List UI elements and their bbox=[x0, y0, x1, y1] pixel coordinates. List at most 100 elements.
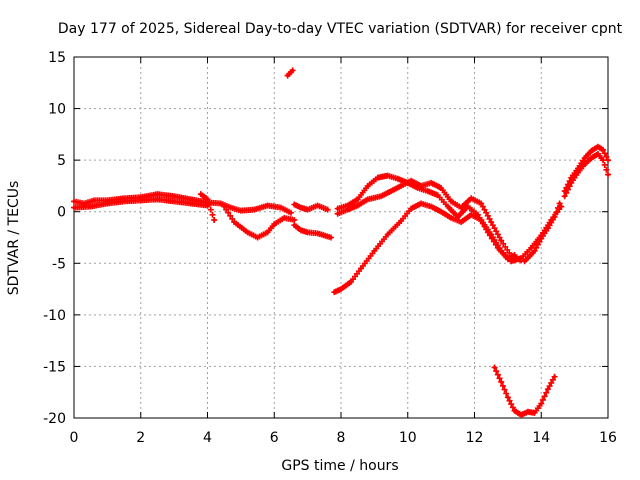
data-point bbox=[292, 218, 296, 222]
data-point bbox=[532, 249, 537, 253]
data-point bbox=[299, 205, 303, 210]
data-point bbox=[469, 196, 473, 200]
data-point bbox=[252, 208, 256, 212]
data-point bbox=[265, 203, 270, 208]
data-point bbox=[366, 197, 370, 201]
data-point bbox=[139, 198, 143, 202]
data-point bbox=[92, 198, 96, 202]
grid-lines bbox=[74, 57, 608, 418]
x-tick-label-7: 14 bbox=[532, 430, 550, 446]
y-tick-label-3: -5 bbox=[52, 256, 66, 272]
data-point bbox=[506, 395, 510, 399]
data-point bbox=[336, 207, 340, 211]
data-point bbox=[346, 208, 350, 212]
data-point bbox=[419, 184, 423, 188]
data-point bbox=[546, 387, 550, 391]
data-point bbox=[205, 197, 210, 201]
series-trace-j bbox=[331, 200, 565, 296]
x-axis-label: GPS time / hours bbox=[281, 458, 398, 474]
data-point bbox=[346, 203, 350, 208]
data-point bbox=[356, 203, 360, 208]
data-point bbox=[459, 205, 463, 210]
data-point bbox=[386, 232, 390, 237]
data-point bbox=[489, 220, 493, 224]
data-point bbox=[558, 201, 562, 206]
y-tick-label-6: 10 bbox=[48, 102, 66, 118]
data-point bbox=[172, 199, 176, 203]
data-point bbox=[189, 197, 193, 201]
data-point bbox=[105, 201, 109, 206]
series-markers-11 bbox=[491, 364, 558, 418]
data-point bbox=[446, 204, 450, 209]
data-point bbox=[292, 223, 296, 227]
data-point bbox=[569, 181, 573, 185]
data-point bbox=[532, 411, 537, 415]
data-point bbox=[519, 413, 523, 417]
data-point bbox=[426, 189, 430, 193]
data-point bbox=[439, 186, 443, 190]
data-point bbox=[583, 156, 587, 160]
data-point bbox=[155, 197, 160, 201]
data-point bbox=[366, 184, 370, 188]
data-point bbox=[399, 219, 403, 223]
data-point bbox=[596, 145, 600, 149]
data-series bbox=[71, 67, 611, 418]
data-point bbox=[583, 162, 587, 166]
y-tick-label-1: -15 bbox=[43, 359, 66, 375]
data-point bbox=[329, 235, 333, 240]
data-point bbox=[279, 205, 283, 210]
data-point bbox=[222, 204, 226, 209]
data-point bbox=[306, 230, 310, 234]
data-point bbox=[359, 266, 363, 271]
data-point bbox=[255, 235, 260, 240]
data-point bbox=[589, 149, 593, 153]
data-point bbox=[239, 209, 243, 213]
data-point bbox=[396, 177, 400, 181]
series-trace-e bbox=[291, 201, 331, 213]
data-point bbox=[419, 201, 423, 206]
y-axis-label: SDTVAR / TECUs bbox=[6, 181, 22, 296]
x-tick-label-5: 10 bbox=[399, 430, 417, 446]
data-point bbox=[219, 201, 223, 206]
data-point bbox=[332, 290, 336, 294]
data-point bbox=[349, 280, 353, 284]
data-point bbox=[326, 208, 330, 212]
data-point bbox=[286, 73, 290, 78]
data-point bbox=[386, 174, 390, 178]
data-point bbox=[282, 216, 286, 220]
data-point bbox=[539, 236, 543, 241]
data-point bbox=[519, 256, 523, 260]
x-tick-label-8: 16 bbox=[599, 430, 617, 446]
data-point bbox=[459, 220, 463, 224]
data-point bbox=[336, 212, 340, 216]
series-markers-5 bbox=[291, 222, 334, 241]
data-point bbox=[289, 211, 293, 215]
data-point bbox=[199, 192, 203, 196]
data-point bbox=[539, 401, 543, 406]
data-point bbox=[499, 380, 503, 384]
data-point bbox=[122, 199, 126, 203]
data-point bbox=[509, 254, 513, 258]
y-tick-label-5: 5 bbox=[57, 153, 66, 169]
data-point bbox=[389, 189, 393, 193]
x-tick-label-0: 0 bbox=[70, 430, 79, 446]
data-point bbox=[479, 218, 483, 222]
data-point bbox=[316, 231, 320, 235]
data-point bbox=[379, 194, 383, 198]
data-point bbox=[272, 222, 276, 226]
x-tick-label-6: 12 bbox=[466, 430, 484, 446]
y-tick-label-0: -20 bbox=[43, 411, 66, 427]
series-trace-n bbox=[561, 150, 611, 200]
series-trace-g bbox=[284, 67, 296, 79]
data-point bbox=[466, 204, 470, 209]
data-point bbox=[522, 259, 527, 263]
series-trace-c bbox=[197, 191, 218, 223]
data-point bbox=[509, 259, 513, 263]
data-point bbox=[409, 179, 413, 183]
data-point bbox=[439, 210, 443, 214]
data-point bbox=[479, 201, 483, 206]
data-point bbox=[449, 216, 453, 220]
x-tick-label-1: 2 bbox=[136, 430, 145, 446]
chart-title: Day 177 of 2025, Sidereal Day-to-day VTE… bbox=[58, 21, 623, 37]
